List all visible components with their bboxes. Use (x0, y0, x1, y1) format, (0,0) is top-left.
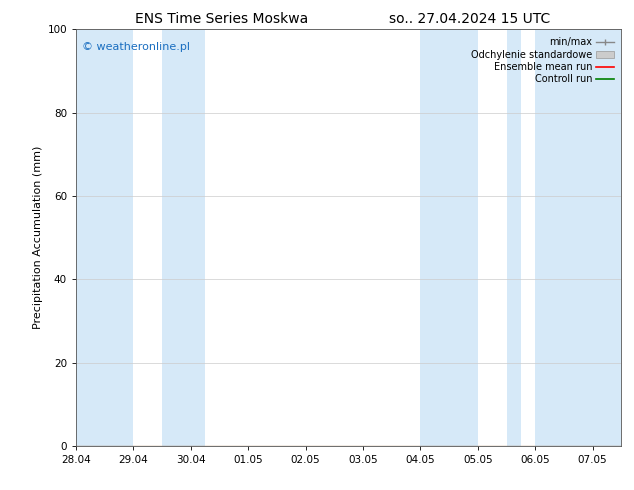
Text: ENS Time Series Moskwa: ENS Time Series Moskwa (135, 12, 309, 26)
Text: © weatheronline.pl: © weatheronline.pl (82, 42, 190, 52)
Legend: min/max, Odchylenie standardowe, Ensemble mean run, Controll run: min/max, Odchylenie standardowe, Ensembl… (468, 34, 616, 87)
Bar (76, 29, 134, 446)
Bar (162, 29, 205, 446)
Bar (420, 29, 478, 446)
Text: so.. 27.04.2024 15 UTC: so.. 27.04.2024 15 UTC (389, 12, 550, 26)
Y-axis label: Precipitation Accumulation (mm): Precipitation Accumulation (mm) (33, 146, 43, 329)
Bar (535, 29, 621, 446)
Bar (507, 29, 521, 446)
